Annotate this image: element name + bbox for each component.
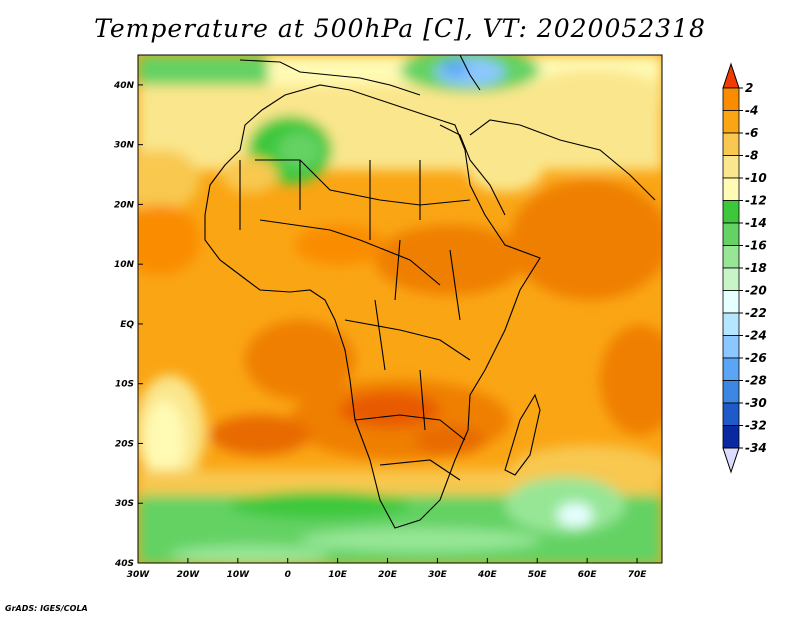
colorbar-swatch	[722, 312, 740, 336]
colorbar-swatch	[722, 222, 740, 246]
colorbar-swatch	[722, 132, 740, 156]
colorbar-swatch	[722, 245, 740, 269]
colorbar-swatch	[722, 110, 740, 134]
colorbar-label: -28	[745, 374, 767, 388]
colorbar-swatch	[722, 335, 740, 359]
lat-tick-label: 10S	[115, 380, 134, 390]
colorbar-label: -14	[745, 216, 767, 230]
colorbar-label: 2	[745, 81, 753, 95]
colorbar-label: -18	[745, 261, 767, 275]
lat-tick-label: 30S	[115, 499, 134, 509]
colorbar-top-arrow	[722, 62, 740, 89]
colorbar-bottom-arrow	[722, 447, 740, 474]
colorbar-label: -10	[745, 171, 767, 185]
colorbar: 2 -4 -6 -8 -10 -12 -14 -16 -18 -20 -22 -24 -26 -28 -30…	[722, 62, 767, 474]
lat-tick-label: 40S	[114, 559, 134, 569]
temperature-field	[138, 55, 662, 563]
lat-tick-label: 40N	[113, 81, 135, 91]
colorbar-label: -12	[745, 194, 767, 208]
colorbar-swatch	[722, 87, 740, 111]
coastlines	[204, 55, 656, 529]
colorbar-swatch	[722, 425, 740, 449]
lat-tick-label: 10N	[114, 260, 135, 270]
colorbar-label: -4	[745, 104, 758, 118]
lon-tick-label: 30E	[428, 570, 448, 580]
colorbar-label: -34	[745, 441, 767, 455]
plot-frame	[137, 54, 663, 564]
colorbar-swatch	[722, 267, 740, 291]
colorbar-swatch	[722, 380, 740, 404]
lon-tick-label: 70E	[628, 570, 648, 580]
colorbar-swatch	[722, 402, 740, 426]
colorbar-label: -6	[745, 126, 758, 140]
colorbar-label: -16	[745, 239, 767, 253]
colorbar-swatch	[722, 177, 740, 201]
axis-ticks: 30W 20W 10W 0 10E 20E 30E 40E 50E 60E 70E 40S 30S 20S…	[113, 81, 647, 580]
grads-credit: GrADS: IGES/COLA	[5, 604, 88, 613]
colorbar-label: -22	[745, 306, 767, 320]
lon-tick-label: 30W	[127, 570, 151, 580]
colorbar-swatch	[722, 290, 740, 314]
colorbar-label: -26	[745, 351, 767, 365]
lat-tick-label: 20S	[115, 439, 134, 449]
colorbar-label: -20	[745, 284, 767, 298]
lon-tick-label: 10W	[227, 570, 251, 580]
lon-tick-label: 20E	[378, 570, 398, 580]
lon-tick-label: 40E	[477, 570, 498, 580]
lat-tick-label: 30N	[114, 141, 135, 151]
colorbar-swatch	[722, 200, 740, 224]
colorbar-swatch	[722, 357, 740, 381]
lon-tick-label: 50E	[528, 570, 548, 580]
colorbar-label: -8	[745, 149, 758, 163]
colorbar-swatch	[722, 155, 740, 179]
lon-tick-label: 10E	[328, 570, 348, 580]
map-title: Temperature at 500hPa [C], VT: 202005231…	[94, 14, 706, 43]
lon-tick-label: 20W	[177, 570, 201, 580]
colorbar-label: -32	[745, 419, 767, 433]
lon-tick-label: 60E	[578, 570, 598, 580]
lat-tick-label: EQ	[120, 320, 134, 330]
colorbar-label: -30	[745, 396, 767, 410]
lat-tick-label: 20N	[114, 200, 135, 210]
lon-tick-label: 0	[285, 570, 291, 580]
colorbar-label: -24	[745, 329, 767, 343]
